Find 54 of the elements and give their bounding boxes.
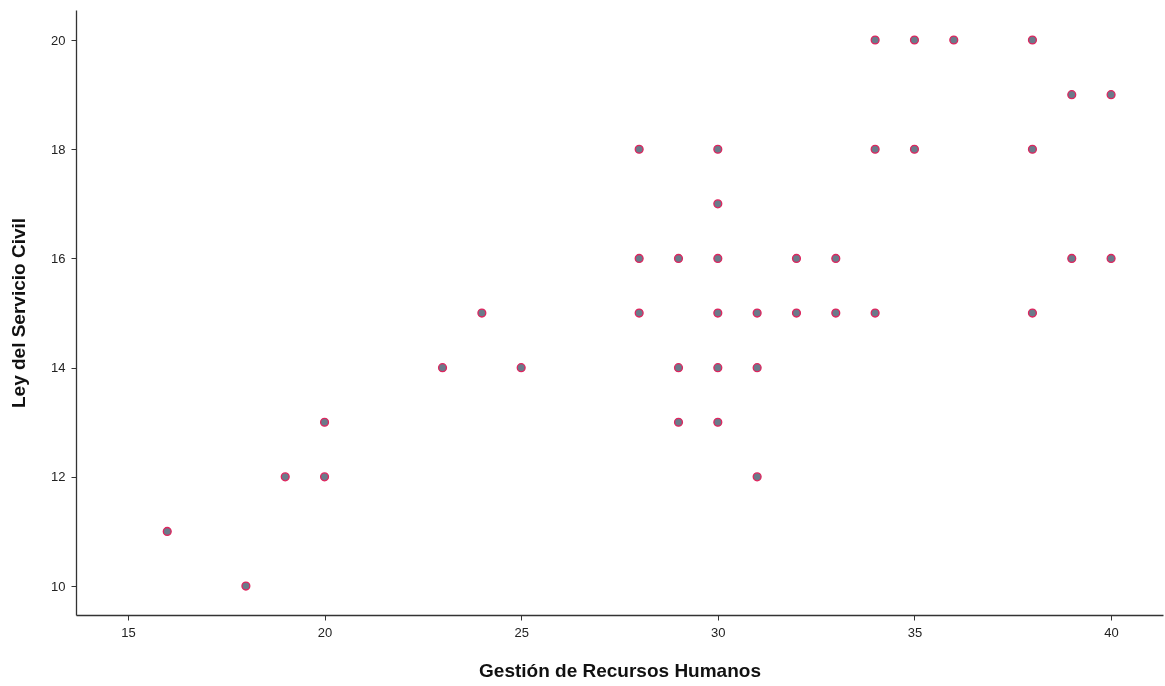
point: [437, 363, 448, 373]
y-tick-label: 18: [51, 141, 66, 157]
point: [634, 308, 644, 318]
x-tick-label: 15: [121, 624, 136, 640]
point: [713, 308, 723, 318]
point: [241, 581, 251, 591]
point: [1106, 90, 1116, 100]
point: [791, 253, 802, 264]
point: [713, 199, 723, 209]
point: [752, 472, 762, 482]
x-tick-label: 35: [907, 624, 923, 640]
point: [831, 253, 841, 264]
point: [1027, 35, 1038, 45]
point: [1067, 90, 1077, 100]
point: [1067, 253, 1077, 264]
x-tick-label: 20: [317, 624, 333, 640]
x-tick-label: 40: [1104, 624, 1119, 640]
y-tick-label: 14: [51, 360, 66, 376]
point: [673, 363, 684, 373]
point: [319, 417, 330, 427]
x-tick-label: 25: [514, 624, 529, 640]
point: [713, 417, 723, 427]
point: [791, 308, 802, 318]
point: [909, 144, 920, 154]
point: [909, 35, 920, 45]
point: [673, 253, 684, 264]
point: [280, 472, 290, 482]
point: [752, 363, 762, 373]
point: [634, 144, 644, 154]
point: [319, 472, 330, 482]
point: [516, 363, 526, 373]
y-tick-label: 10: [51, 578, 66, 594]
y-tick-label: 12: [51, 469, 66, 485]
point: [713, 253, 723, 264]
y-tick-label: 20: [51, 32, 66, 48]
point: [870, 35, 880, 45]
point: [949, 35, 959, 45]
point: [713, 144, 723, 154]
x-axis-title: Gestión de Recursos Humanos: [479, 659, 761, 681]
point: [634, 253, 644, 264]
x-tick-label: 30: [711, 624, 726, 640]
point: [752, 308, 762, 318]
point: [870, 308, 880, 318]
point: [477, 308, 487, 318]
point: [162, 526, 172, 537]
point: [1027, 308, 1038, 318]
point: [1106, 253, 1116, 264]
point: [1027, 144, 1038, 154]
y-tick-label: 16: [51, 250, 66, 266]
point: [713, 363, 723, 373]
point: [673, 417, 684, 427]
y-axis-title: Ley del Servicio Civil: [8, 217, 30, 409]
point: [831, 308, 841, 318]
point: [870, 144, 880, 154]
